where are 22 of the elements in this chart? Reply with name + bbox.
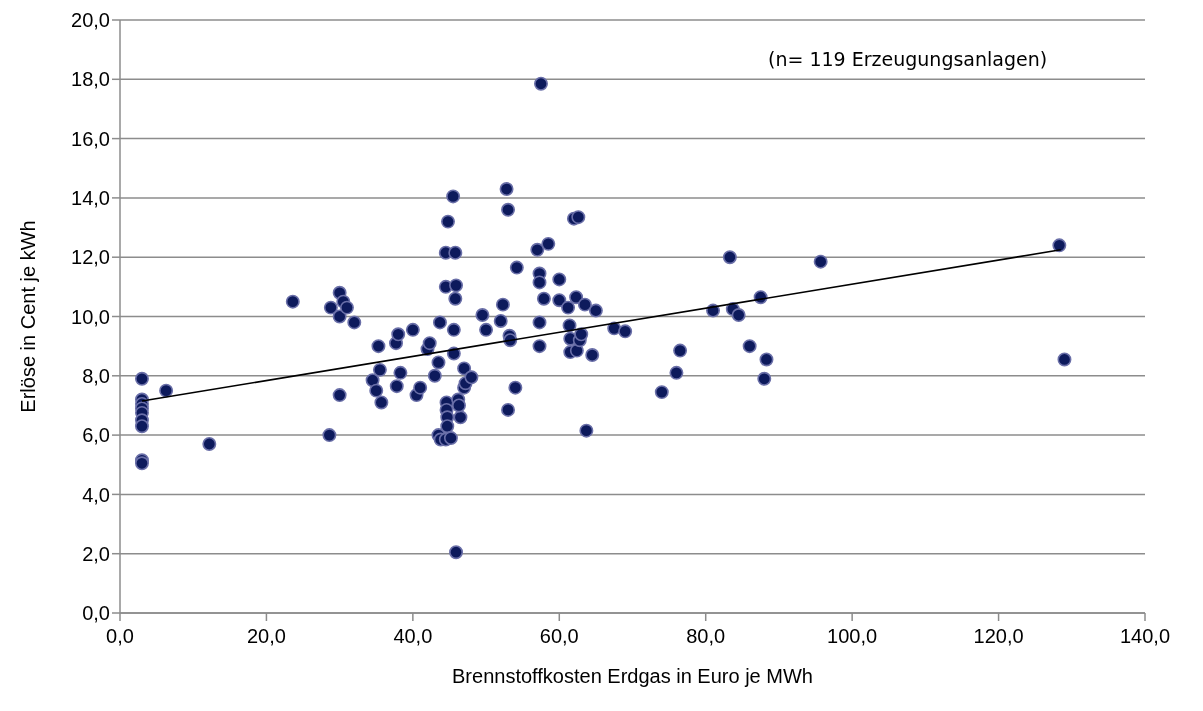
y-tick-label: 16,0 xyxy=(71,127,110,150)
x-tick-label: 100,0 xyxy=(827,625,878,648)
x-axis-title: Brennstoffkosten Erdgas in Euro je MWh xyxy=(452,665,813,687)
y-tick-label: 14,0 xyxy=(71,187,110,209)
x-tick-label: 60,0 xyxy=(539,625,579,648)
x-tick-label: 80,0 xyxy=(686,625,726,648)
y-tick-label: 12,0 xyxy=(71,246,110,269)
x-tick-label: 40,0 xyxy=(393,625,433,648)
y-tick-label: 2,0 xyxy=(82,542,110,565)
y-tick-label: 20,0 xyxy=(71,9,110,32)
y-tick-label: 10,0 xyxy=(71,305,110,328)
x-tick-label: 120,0 xyxy=(973,625,1024,648)
x-tick-label: 20,0 xyxy=(246,625,286,648)
y-tick-label: 0,0 xyxy=(82,602,110,625)
annotation: (n= 119 Erzeugungsanlagen) xyxy=(768,48,1048,70)
y-tick-label: 18,0 xyxy=(71,68,110,91)
y-tick-label: 4,0 xyxy=(82,483,110,506)
y-tick-label: 6,0 xyxy=(82,424,110,447)
x-tick-label: 140,0 xyxy=(1119,625,1171,648)
y-tick-label: 8,0 xyxy=(82,364,110,387)
x-tick-label: 0,0 xyxy=(106,625,134,648)
y-axis-title: Erlöse in Cent je kWh xyxy=(17,220,40,413)
